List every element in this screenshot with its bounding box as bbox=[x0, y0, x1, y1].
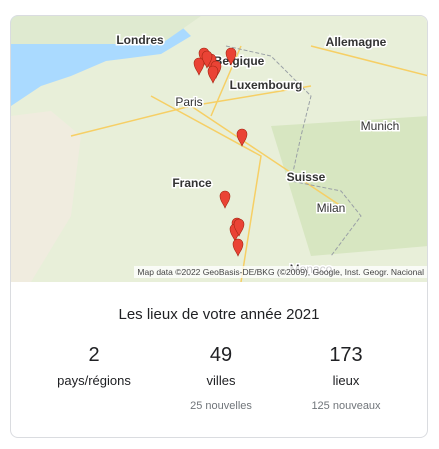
stat: 2 pays/régions bbox=[29, 341, 159, 388]
pin[interactable] bbox=[201, 50, 213, 69]
place-label: Milan bbox=[317, 201, 346, 215]
pins bbox=[193, 47, 248, 257]
stat: 173 lieux 125 nouveaux bbox=[281, 341, 411, 412]
stat-value: 49 bbox=[209, 344, 233, 366]
card-title: Les lieux de votre année 2021 bbox=[118, 306, 320, 323]
pin[interactable] bbox=[193, 57, 205, 76]
stat-note: 125 nouveaux bbox=[311, 400, 381, 412]
roads bbox=[70, 45, 427, 282]
stat-note: 25 nouvelles bbox=[190, 400, 252, 412]
stat-label: villes bbox=[206, 373, 236, 388]
pin[interactable] bbox=[232, 238, 244, 257]
pin[interactable] bbox=[233, 218, 245, 237]
west-france bbox=[11, 111, 81, 282]
place-label: Munich bbox=[361, 119, 400, 133]
england bbox=[11, 16, 201, 44]
stat: 49 villes 25 nouvelles bbox=[156, 341, 286, 412]
pin[interactable] bbox=[236, 128, 248, 147]
pin[interactable] bbox=[225, 47, 237, 66]
pin[interactable] bbox=[219, 190, 231, 209]
map-attribution: Map data ©2022 GeoBasis-DE/BKG (©2009), … bbox=[134, 266, 427, 278]
stat-label: pays/régions bbox=[57, 373, 131, 388]
alps bbox=[271, 116, 427, 256]
stat-value: 2 bbox=[88, 344, 100, 366]
place-label: Londres bbox=[116, 33, 164, 47]
place-label: Luxembourg bbox=[230, 78, 303, 92]
place-label: Suisse bbox=[287, 170, 326, 184]
stat-value: 173 bbox=[329, 344, 363, 366]
borders bbox=[225, 45, 362, 257]
map[interactable]: Londres Allemagne Belgique Luxembourg Paris M… bbox=[11, 16, 428, 282]
place-label: Belgique bbox=[214, 54, 265, 68]
place-label: Allemagne bbox=[326, 35, 387, 49]
timeline-card[interactable]: Londres Allemagne Belgique Luxembourg Paris M… bbox=[10, 15, 428, 438]
place-label: France bbox=[172, 176, 212, 190]
place-label: Paris bbox=[175, 95, 202, 109]
map-labels: Londres Allemagne Belgique Luxembourg Paris M… bbox=[115, 32, 401, 278]
stat-label: lieux bbox=[332, 373, 360, 388]
pin[interactable] bbox=[207, 65, 219, 84]
